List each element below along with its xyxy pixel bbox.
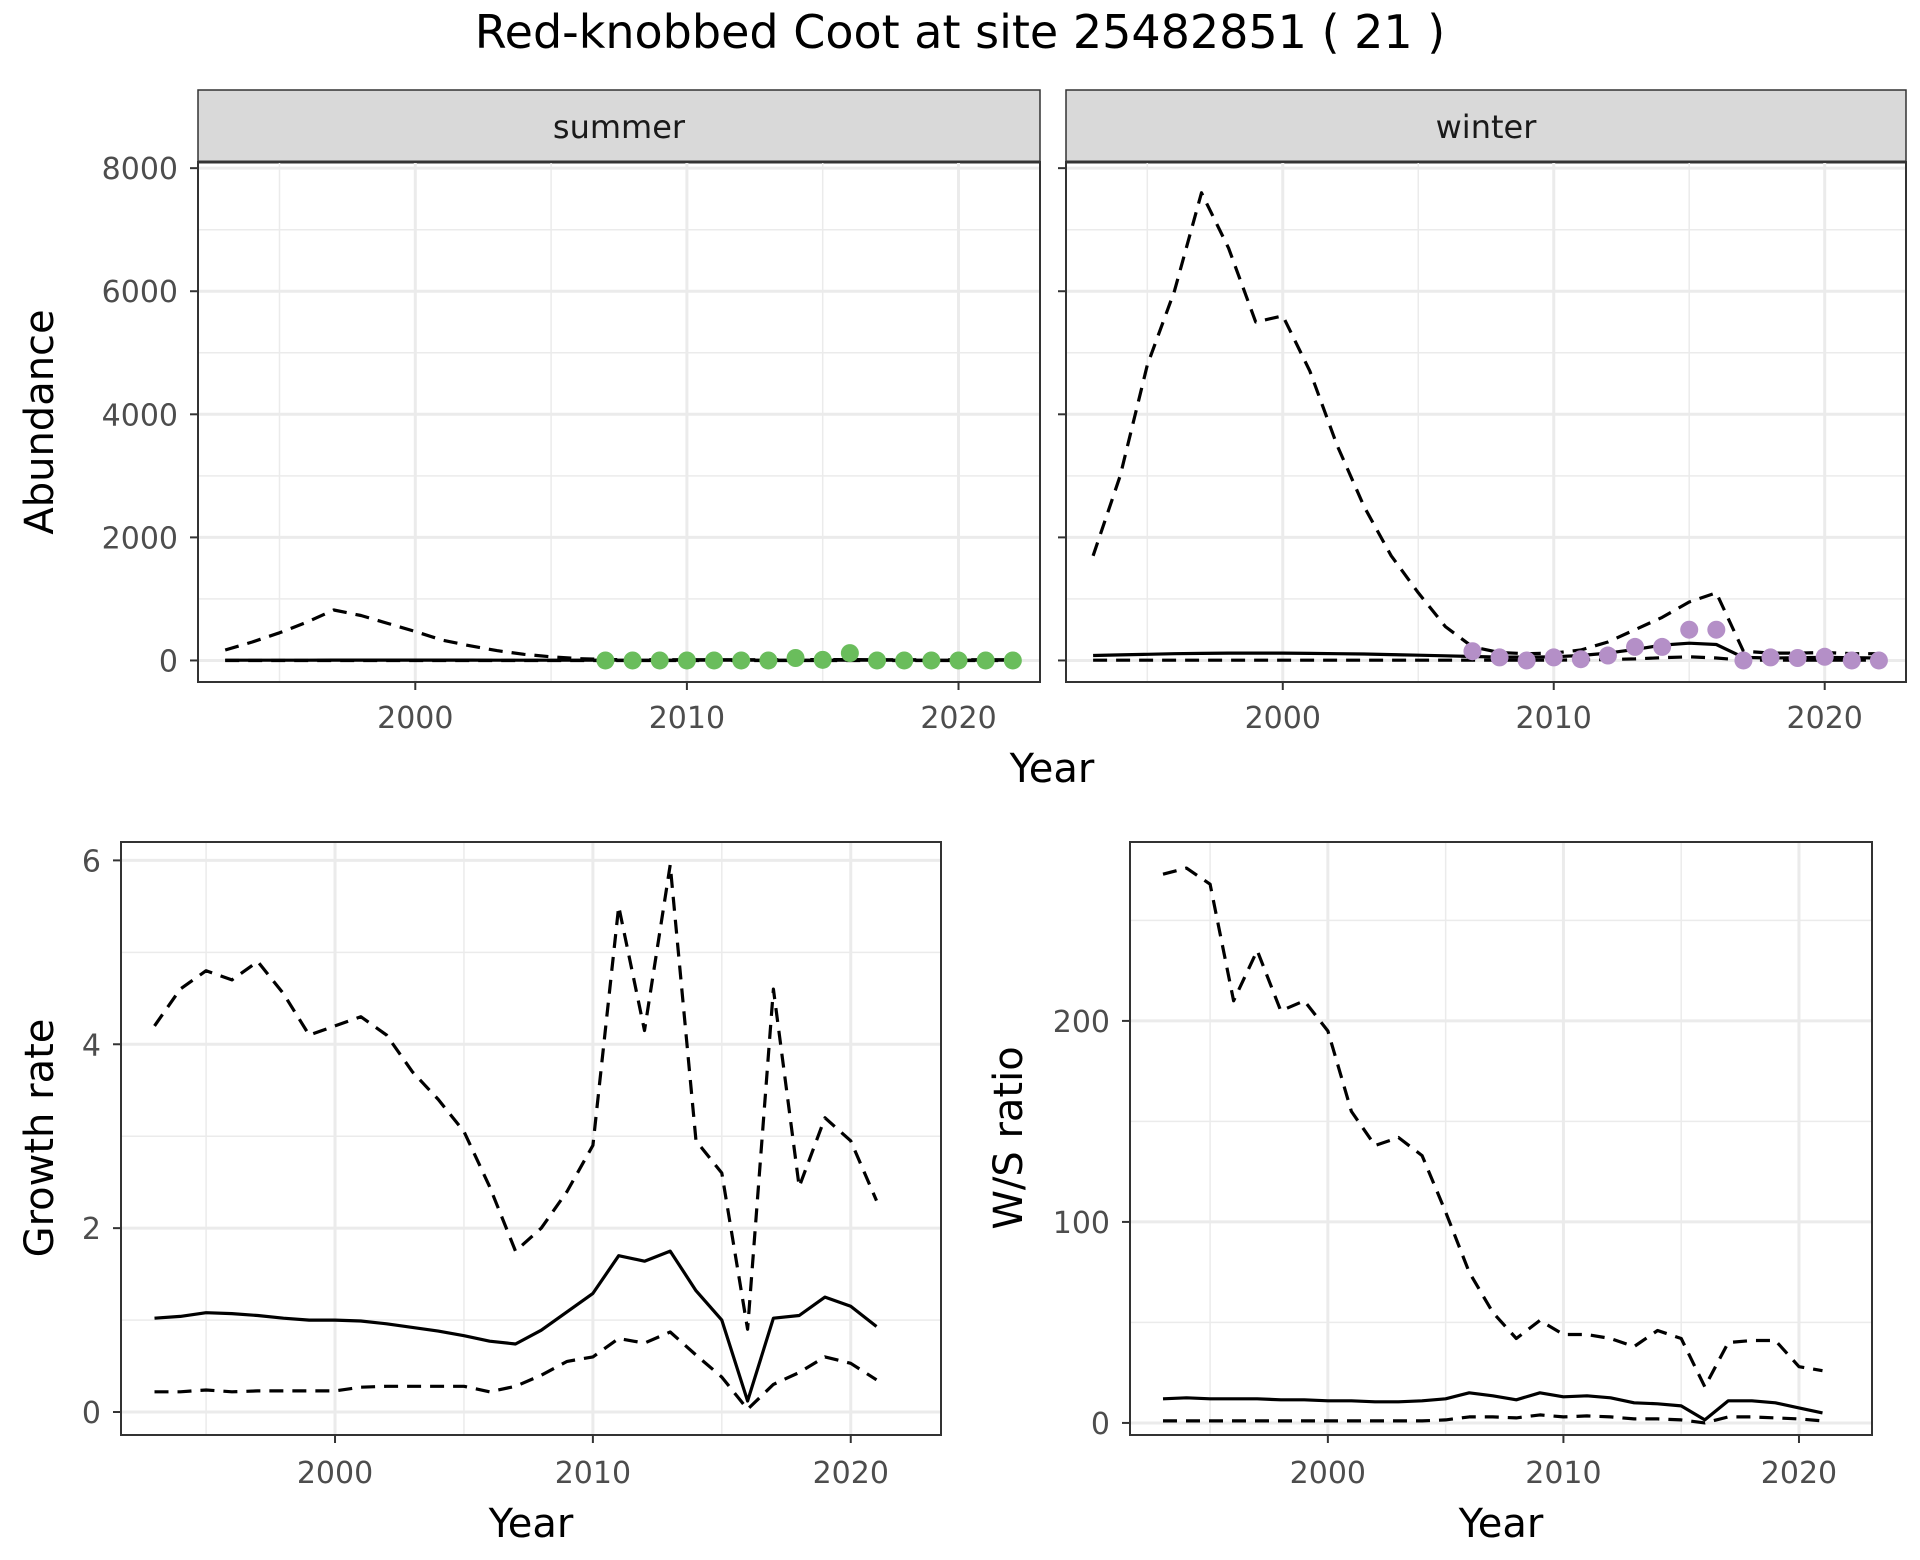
y-tick-label: 0	[82, 1396, 101, 1431]
observed-count-point	[1517, 651, 1536, 670]
observed-count-point	[732, 651, 751, 670]
y-tick-label: 0	[1091, 1407, 1110, 1442]
y-tick-label: 6000	[102, 275, 178, 310]
observed-count-point	[677, 651, 696, 670]
observed-count-point	[1571, 650, 1590, 669]
strip-winter-label: winter	[1436, 108, 1538, 146]
y-tick-label: 200	[1053, 1005, 1110, 1040]
x-tick-label: 2000	[297, 1456, 373, 1491]
y-tick-label: 2	[82, 1212, 101, 1247]
lower-bound-line	[1163, 1413, 1823, 1425]
strip-winter	[1065, 89, 1907, 163]
x-axis-title-top: Year	[1009, 746, 1095, 792]
observed-count-point	[949, 651, 968, 670]
y-tick-label: 6	[82, 844, 101, 879]
upper-bound-line	[1162, 866, 1823, 1389]
y-tick-label: 2000	[102, 521, 178, 556]
upper-bound-line	[153, 863, 878, 1331]
observed-count-point	[1598, 646, 1617, 665]
observed-count-point	[759, 651, 778, 670]
observed-count-point	[1707, 620, 1726, 639]
observed-count-point	[623, 651, 642, 670]
observed-count-point	[1815, 647, 1834, 666]
upper-bound-line	[1091, 191, 1879, 656]
x-tick-label: 2000	[1245, 701, 1321, 736]
x-tick-label: 2020	[1787, 701, 1863, 736]
observed-count-point	[1734, 651, 1753, 670]
observed-count-point	[1788, 649, 1807, 667]
observed-count-point	[895, 651, 914, 670]
x-tick-label: 2010	[649, 701, 725, 736]
observed-count-point	[1761, 648, 1780, 667]
panel-growth-border	[120, 841, 942, 1436]
y-tick-label: 0	[159, 644, 178, 679]
y-tick-label: 8000	[102, 152, 178, 187]
panel-growth-rate: 2000 2010 2020 0 2 4 6 Year Growth rate	[17, 841, 942, 1547]
x-tick-label: 2010	[555, 1456, 631, 1491]
x-tick-label: 2000	[377, 701, 453, 736]
observed-count-point	[596, 651, 615, 670]
strip-summer	[197, 89, 1041, 163]
observed-count-point	[922, 651, 941, 670]
y-tick-label: 100	[1053, 1206, 1110, 1241]
observed-count-point	[1869, 651, 1888, 670]
observed-count-point	[1490, 648, 1509, 667]
x-tick-label: 2020	[813, 1456, 889, 1491]
observed-count-point	[1544, 648, 1563, 667]
estimate-line	[1162, 1391, 1823, 1422]
panel-summer: summer 2000 2010 2020 0 2000 4000 6000 8000 Abu…	[17, 89, 1041, 736]
x-tick-label: 2020	[1761, 1456, 1837, 1491]
panel-summer-border	[197, 161, 1041, 683]
estimate-line	[154, 1249, 878, 1403]
y-tick-label: 4	[82, 1028, 101, 1063]
observed-count-point	[840, 644, 859, 663]
observed-count-point	[1842, 651, 1861, 670]
observed-count-point	[786, 649, 805, 667]
x-tick-label: 2020	[920, 701, 996, 736]
x-tick-label: 2010	[1525, 1456, 1601, 1491]
observed-count-point	[705, 651, 724, 670]
panel-winter-border	[1065, 161, 1907, 683]
y-tick-label: 4000	[102, 398, 178, 433]
x-tick-label: 2010	[1516, 701, 1592, 736]
observed-count-point	[1003, 651, 1022, 670]
x-tick-label: 2000	[1290, 1456, 1366, 1491]
observed-count-point	[1680, 620, 1699, 639]
x-axis-title-ratio: Year	[1458, 1501, 1544, 1547]
lower-bound-line	[154, 1330, 878, 1411]
observed-count-point	[868, 651, 887, 670]
panel-ratio-border	[1129, 841, 1873, 1436]
upper-bound-line	[224, 608, 1013, 662]
chart-title: Red-knobbed Coot at site 25482851 ( 21 )	[475, 5, 1446, 59]
y-axis-title-ratio: W/S ratio	[986, 1046, 1032, 1229]
y-axis-title-growth: Growth rate	[17, 1019, 63, 1258]
observed-count-point	[1653, 637, 1672, 656]
strip-summer-label: summer	[553, 108, 686, 146]
y-axis-title-abundance: Abundance	[17, 309, 63, 534]
panel-winter: winter 2000 2010 2020	[1058, 89, 1907, 736]
observed-count-point	[1463, 642, 1482, 661]
observed-count-point	[650, 651, 669, 670]
panel-ws-ratio: 2000 2010 2020 0 100 200 Year W/S ratio	[986, 841, 1873, 1547]
x-axis-title-growth: Year	[488, 1501, 574, 1547]
observed-count-point	[813, 650, 832, 669]
observed-count-point	[976, 651, 995, 670]
observed-count-point	[1626, 637, 1645, 656]
